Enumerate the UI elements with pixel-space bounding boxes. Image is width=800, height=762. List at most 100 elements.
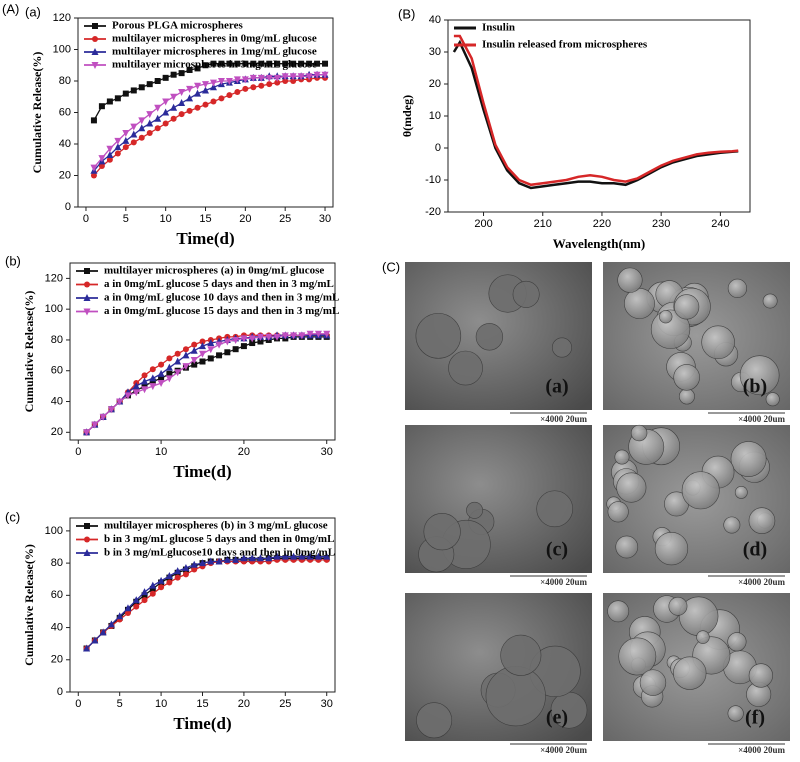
series-line — [453, 34, 739, 187]
marker — [225, 78, 233, 85]
marker — [170, 71, 177, 78]
marker — [182, 363, 190, 371]
marker — [194, 65, 201, 72]
marker — [158, 375, 165, 382]
marker — [157, 380, 165, 388]
marker — [257, 338, 264, 345]
particle — [416, 702, 453, 739]
marker — [124, 392, 132, 400]
particle — [727, 705, 744, 722]
x-tick-label: 30 — [321, 698, 333, 710]
marker — [207, 355, 214, 362]
micrograph-label: (f) — [745, 707, 765, 729]
x-tick-label: 240 — [711, 218, 729, 230]
legend-label: a in 0mg/mL glucose 15 days and then in … — [104, 305, 339, 317]
marker — [218, 95, 225, 102]
marker — [182, 346, 189, 353]
marker — [178, 89, 186, 97]
particle — [512, 280, 540, 308]
marker — [207, 346, 215, 354]
series-line — [452, 39, 739, 190]
x-tick-label: 230 — [652, 218, 670, 230]
y-tick-label: 120 — [53, 12, 71, 24]
marker — [226, 60, 233, 67]
y-tick-label: 20 — [51, 426, 63, 438]
particle — [415, 313, 462, 359]
marker — [256, 333, 264, 341]
marker — [141, 592, 148, 599]
particle — [448, 350, 483, 386]
y-tick-label: 80 — [59, 75, 71, 87]
marker — [202, 86, 209, 94]
marker — [190, 560, 198, 568]
marker — [91, 421, 99, 429]
y-tick-label: 20 — [59, 169, 71, 181]
marker — [106, 145, 114, 153]
marker — [162, 108, 170, 116]
particle — [678, 388, 695, 405]
marker — [199, 350, 206, 358]
marker — [158, 584, 165, 591]
marker — [92, 23, 98, 29]
series-line — [86, 559, 327, 649]
y-tick-label: 80 — [51, 557, 63, 569]
marker — [149, 383, 157, 391]
marker — [191, 566, 198, 573]
marker — [133, 603, 140, 610]
marker — [154, 104, 162, 112]
series-line — [86, 334, 327, 433]
marker — [99, 413, 107, 421]
scale-label: ×4000 20um — [540, 414, 587, 424]
marker — [178, 99, 186, 107]
marker — [191, 361, 198, 368]
marker — [248, 335, 256, 343]
marker — [306, 330, 314, 338]
particle — [739, 355, 780, 396]
marker — [314, 60, 321, 67]
marker — [84, 536, 90, 543]
marker — [182, 563, 190, 571]
marker — [209, 79, 217, 87]
marker — [233, 76, 241, 84]
legend-label: b in 3 mg/mLglucose10 days and then in 0… — [104, 547, 335, 559]
marker — [265, 74, 273, 82]
particle — [500, 634, 542, 676]
y-axis-label: Cumulative Release(%) — [22, 544, 36, 666]
marker — [141, 377, 149, 385]
marker — [92, 36, 98, 42]
scale-label: ×4000 20um — [540, 577, 587, 587]
marker — [165, 375, 173, 383]
legend-label: b in 3 mg/mL glucose 5 days and then in … — [104, 533, 334, 545]
particle — [668, 596, 688, 616]
particle — [618, 637, 657, 676]
marker — [241, 76, 249, 84]
marker — [226, 92, 233, 99]
marker — [130, 123, 138, 131]
y-tick-label: 100 — [45, 303, 63, 315]
particle — [730, 441, 767, 477]
marker — [158, 361, 165, 368]
y-tick-label: 30 — [429, 46, 441, 58]
particle — [624, 288, 655, 319]
marker — [174, 369, 182, 377]
marker — [124, 610, 131, 617]
marker — [191, 341, 198, 348]
marker — [274, 79, 281, 86]
marker — [273, 552, 281, 560]
marker — [98, 163, 105, 170]
marker — [154, 78, 161, 84]
x-tick-label: 10 — [160, 213, 172, 225]
y-tick-label: 120 — [45, 272, 63, 284]
marker — [207, 557, 215, 565]
legend-label: multilayer microspheres in 1mg/mL glucos… — [112, 46, 317, 58]
marker — [90, 164, 98, 172]
marker — [194, 104, 201, 111]
y-tick-label: -20 — [425, 206, 441, 218]
marker — [186, 107, 193, 114]
x-tick-label: 20 — [238, 698, 250, 710]
marker — [83, 294, 91, 301]
marker — [166, 355, 173, 362]
marker — [130, 87, 137, 94]
particle — [485, 666, 546, 727]
